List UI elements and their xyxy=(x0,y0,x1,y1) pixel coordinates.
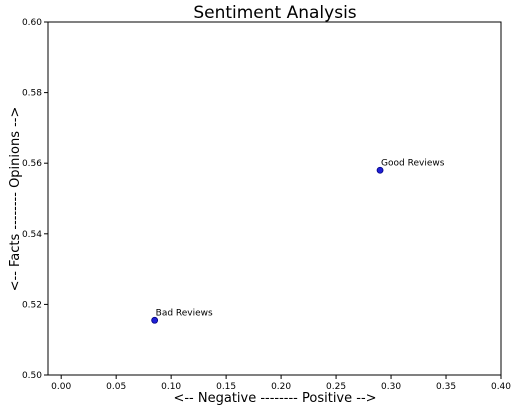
data-point-label: Bad Reviews xyxy=(156,308,213,318)
plot-area xyxy=(47,21,502,376)
y-tick-label: 0.60 xyxy=(22,18,42,28)
x-tick-label: 0.05 xyxy=(106,382,126,392)
x-tick-label: 0.35 xyxy=(436,382,456,392)
x-axis-ticks: 0.00 0.05 0.10 0.15 0.20 0.25 0.30 0.35 0.40 xyxy=(51,375,511,392)
y-tick-label: 0.52 xyxy=(22,300,42,310)
y-axis-ticks: 0.50 0.52 0.54 0.56 0.58 0.60 xyxy=(22,18,48,381)
y-tick-label: 0.50 xyxy=(22,371,42,381)
data-point-marker xyxy=(376,166,384,174)
x-axis-label: <-- Negative -------- Positive --> xyxy=(173,391,376,406)
data-point-marker xyxy=(151,316,159,324)
x-tick-label: 0.30 xyxy=(381,382,401,392)
data-point-label: Good Reviews xyxy=(381,158,445,168)
y-axis-label: <-- Facts -------- Opinions --> xyxy=(8,107,23,292)
x-tick-label: 0.25 xyxy=(326,382,346,392)
x-tick-label: 0.15 xyxy=(216,382,236,392)
data-points: Good Reviews Bad Reviews xyxy=(151,158,445,324)
x-tick-label: 0.00 xyxy=(51,382,71,392)
x-tick-label: 0.10 xyxy=(161,382,181,392)
y-tick-label: 0.54 xyxy=(22,230,42,240)
y-tick-label: 0.56 xyxy=(22,159,42,169)
chart-title: Sentiment Analysis xyxy=(193,3,356,23)
y-tick-label: 0.58 xyxy=(22,89,42,99)
x-tick-label: 0.20 xyxy=(271,382,291,392)
x-tick-label: 0.40 xyxy=(491,382,511,392)
